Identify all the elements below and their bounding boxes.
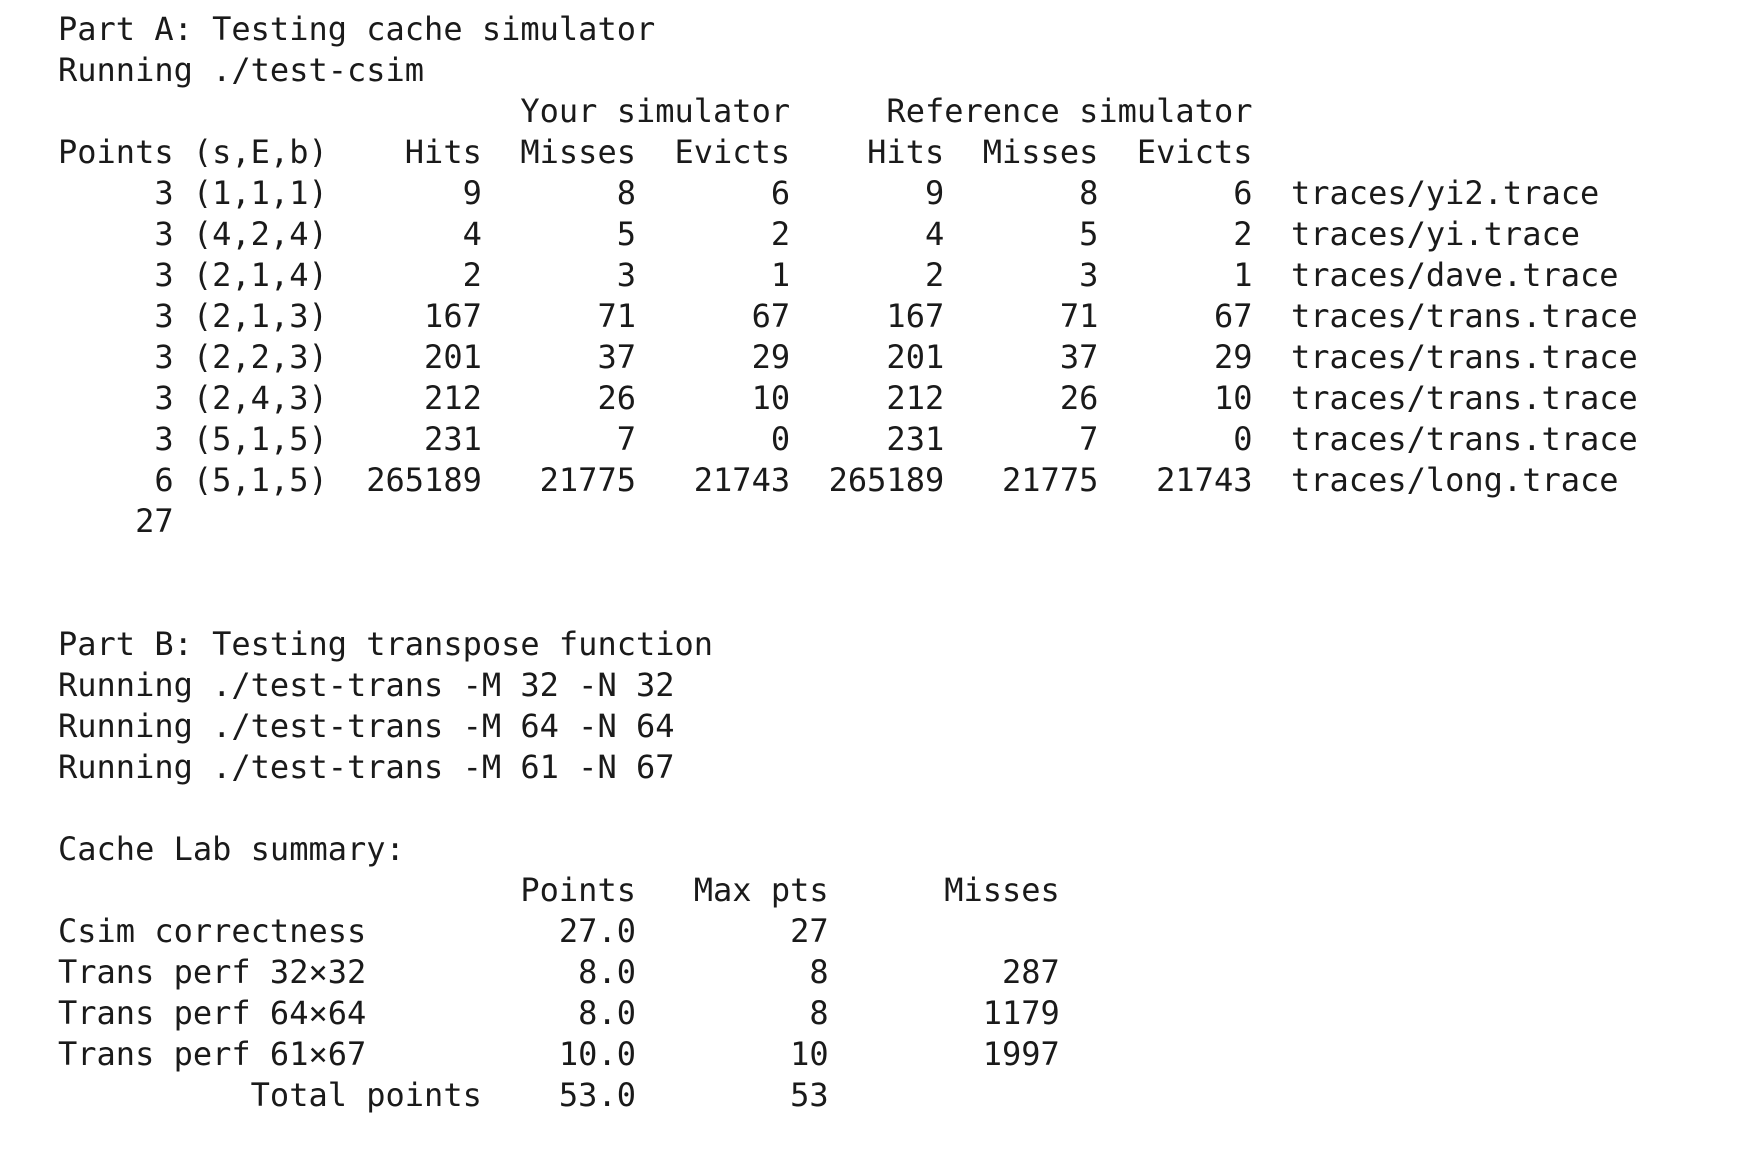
terminal-line: 6 (5,1,5) 265189 21775 21743 265189 2177…: [58, 461, 1619, 499]
terminal-line: Points Max pts Misses: [58, 871, 1060, 909]
terminal-line: Running ./test-trans -M 32 -N 32: [58, 666, 675, 704]
terminal-line: Your simulator Reference simulator: [58, 92, 1253, 130]
terminal-output: Part A: Testing cache simulator Running .…: [58, 9, 1638, 1116]
terminal-line: [58, 583, 1638, 624]
terminal-line: Points (s,E,b) Hits Misses Evicts Hits M…: [58, 133, 1253, 171]
terminal-line: Part B: Testing transpose function: [58, 625, 714, 663]
terminal-line: Cache Lab summary:: [58, 830, 405, 868]
terminal-line: Running ./test-trans -M 61 -N 67: [58, 748, 675, 786]
terminal-line: 3 (2,1,4) 2 3 1 2 3 1 traces/dave.trace: [58, 256, 1619, 294]
terminal-line: 3 (2,2,3) 201 37 29 201 37 29 traces/tra…: [58, 338, 1638, 376]
terminal-line: Trans perf 64×64 8.0 8 1179: [58, 994, 1060, 1032]
terminal-line: 3 (1,1,1) 9 8 6 9 8 6 traces/yi2.trace: [58, 174, 1600, 212]
terminal-line: [58, 788, 1638, 829]
terminal-line: Total points 53.0 53: [58, 1076, 829, 1114]
terminal-line: Running ./test-csim: [58, 51, 425, 89]
terminal-line: Running ./test-trans -M 64 -N 64: [58, 707, 675, 745]
terminal-line: Trans perf 61×67 10.0 10 1997: [58, 1035, 1060, 1073]
terminal-line: Trans perf 32×32 8.0 8 287: [58, 953, 1060, 991]
terminal-line: 3 (4,2,4) 4 5 2 4 5 2 traces/yi.trace: [58, 215, 1580, 253]
terminal-line: 3 (5,1,5) 231 7 0 231 7 0 traces/trans.t…: [58, 420, 1638, 458]
terminal-line: Part A: Testing cache simulator: [58, 10, 656, 48]
terminal-line: 3 (2,1,3) 167 71 67 167 71 67 traces/tra…: [58, 297, 1638, 335]
terminal-line: 27: [58, 502, 174, 540]
terminal-line: [58, 542, 1638, 583]
terminal-line: 3 (2,4,3) 212 26 10 212 26 10 traces/tra…: [58, 379, 1638, 417]
terminal-line: Csim correctness 27.0 27: [58, 912, 829, 950]
